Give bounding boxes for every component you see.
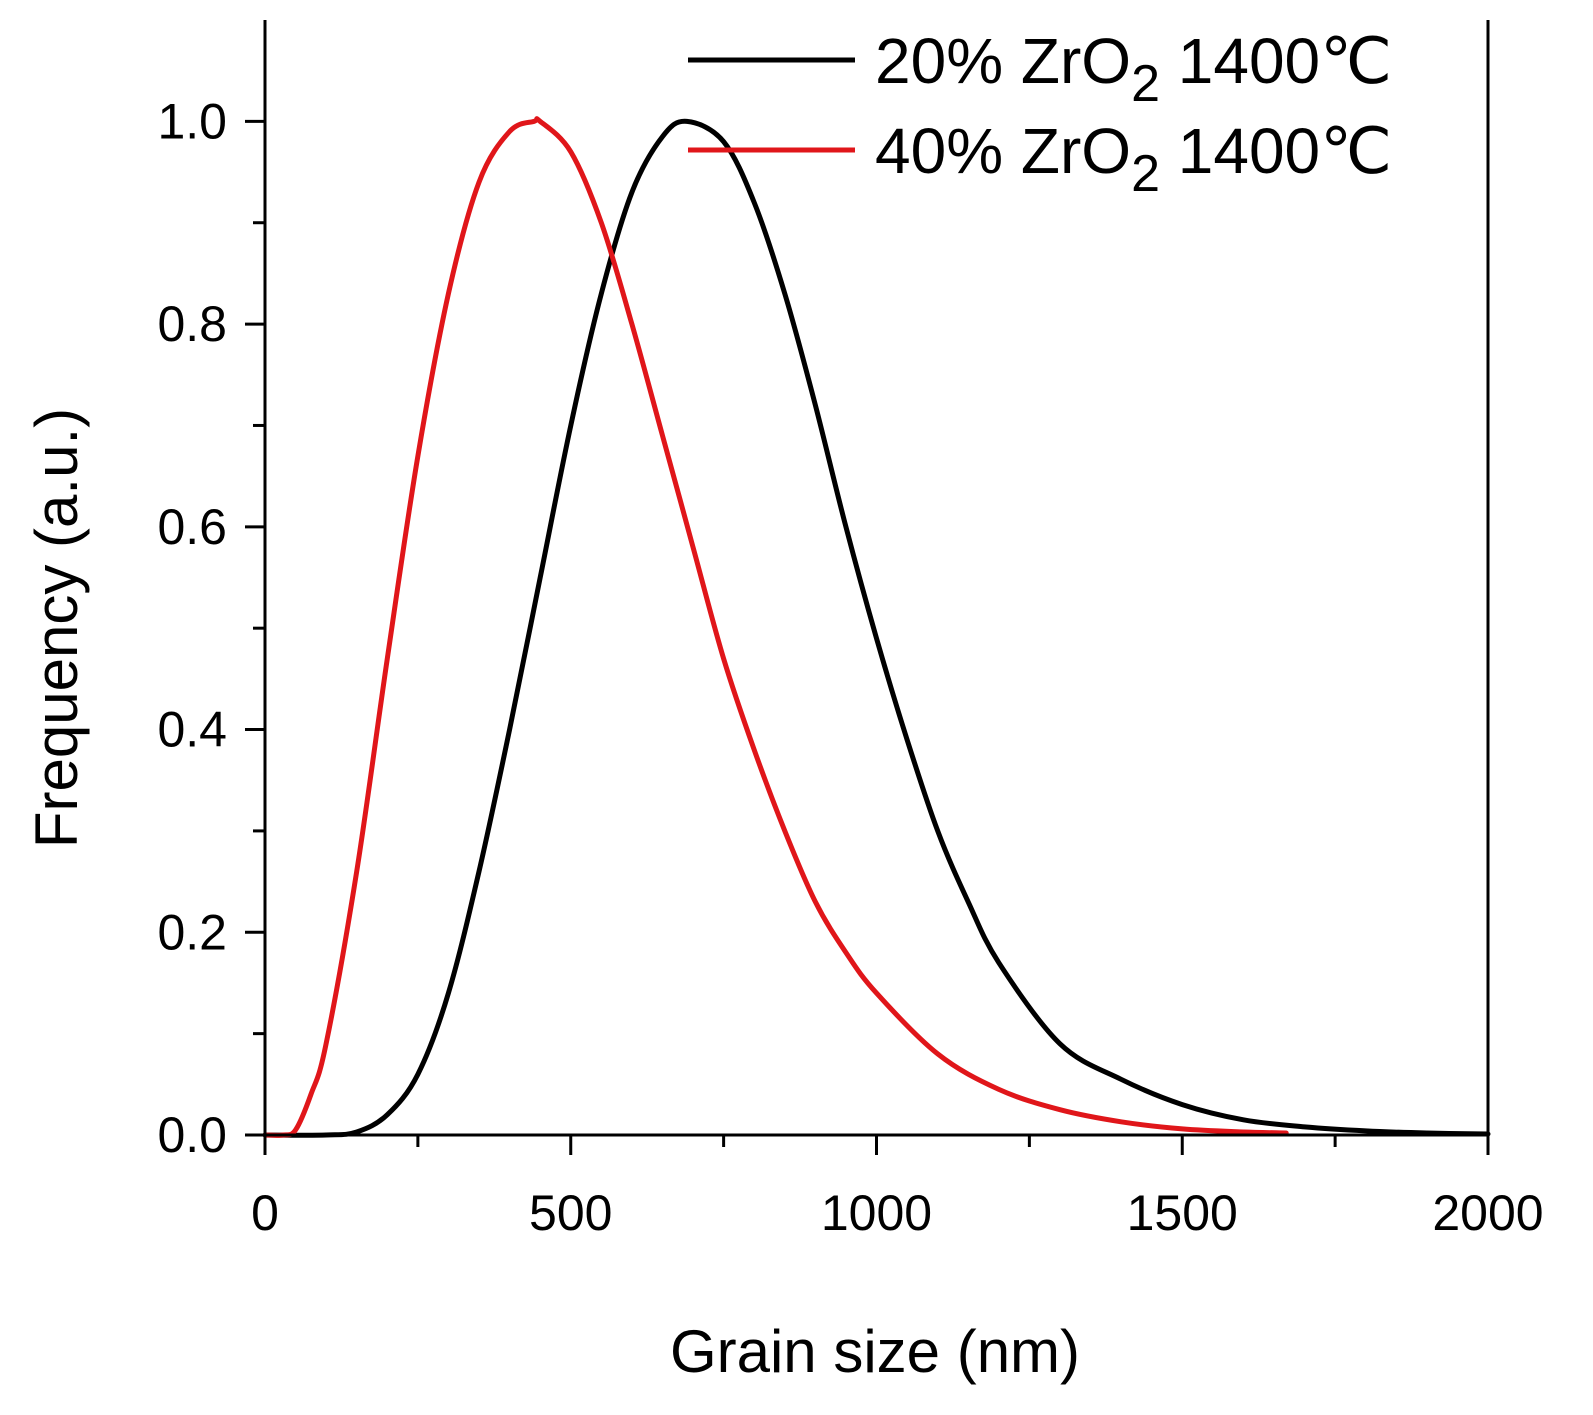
- y-tick-label-2: 0.4: [157, 702, 227, 758]
- x-tick-label-2000: 2000: [1432, 1185, 1543, 1241]
- series-line-2: [262, 116, 1289, 1138]
- legend-label-2: 40% ZrO2 1400℃: [875, 115, 1392, 203]
- y-tick-label-4: 0.8: [157, 296, 227, 352]
- y-tick-label-1: 0.2: [157, 904, 227, 960]
- legend-label-1: 20% ZrO2 1400℃: [875, 25, 1392, 113]
- x-tick-label-1500: 1500: [1127, 1185, 1238, 1241]
- x-tick-label-1000: 1000: [821, 1185, 932, 1241]
- y-tick-label-3: 0.6: [157, 499, 227, 555]
- y-tick-label-0: 0.0: [157, 1107, 227, 1163]
- x-tick-label-500: 500: [529, 1185, 612, 1241]
- series-line-1: [262, 118, 1491, 1138]
- x-tick-label-0: 0: [251, 1185, 279, 1241]
- legend: 20% ZrO2 1400℃40% ZrO2 1400℃: [688, 25, 1392, 203]
- x-axis-title: Grain size (nm): [670, 1318, 1080, 1385]
- y-tick-label-5: 1.0: [157, 93, 227, 149]
- y-axis-title: Frequency (a.u.): [23, 408, 90, 848]
- axes-layer: 0 500 1000 1500 2000 0.0 0.2 0.4 0.6 0.8 1.0: [157, 20, 1544, 1241]
- plot-layer: [262, 116, 1491, 1138]
